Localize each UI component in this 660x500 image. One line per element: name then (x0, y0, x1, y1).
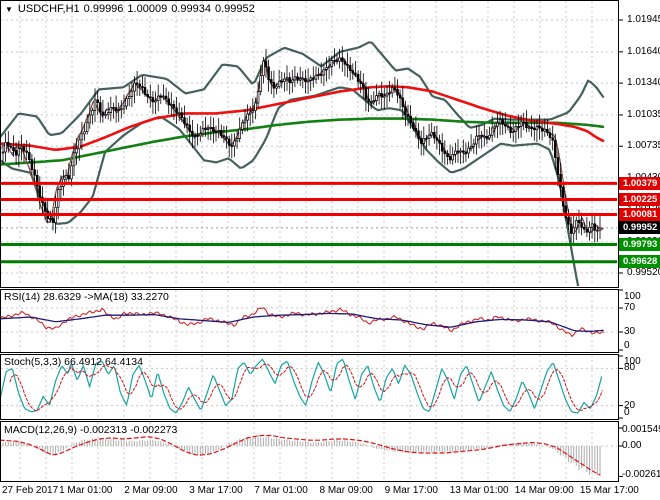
macd-indicator-label: MACD(12,26,9) -0.002313 -0.002273 (4, 424, 178, 436)
time-axis-label: 8 Mar 09:00 (319, 485, 373, 496)
ohlc-low: 0.99934 (171, 3, 211, 15)
rsi-scale-label: 30 (624, 326, 636, 337)
time-axis-label: 13 Mar 01:00 (449, 485, 509, 496)
current-price-badge: 0.99952 (619, 221, 660, 235)
stoch-scale-label: 80 (624, 362, 636, 374)
resistance-price-badge: 1.00081 (619, 207, 660, 221)
macd-scale-label: 0.00 (622, 440, 642, 451)
support-price-badge: 0.99793 (619, 238, 660, 251)
time-axis-label: 14 Mar 09:00 (514, 485, 574, 496)
ohlc-high: 1.00009 (127, 3, 168, 15)
rsi-scale-label: 100 (624, 291, 641, 302)
rsi-scale-label: 70 (624, 302, 636, 313)
price-tick-label: 1.01640 (627, 45, 660, 57)
price-tick-label: 1.01945 (627, 13, 660, 25)
price-tick-label: 1.01035 (627, 108, 660, 120)
time-axis-label: 1 Mar 01:00 (59, 485, 113, 496)
stoch-scale-label: 0 (624, 407, 630, 418)
stoch-scale-label: 20 (624, 399, 636, 411)
time-axis-label: 3 Mar 17:00 (189, 485, 243, 496)
price-tick-label: 1.00735 (627, 140, 660, 152)
ohlc-open: 0.99996 (83, 3, 124, 15)
rsi-indicator-label: RSI(14) 28.6329 ->MA(18) 33.2270 (4, 291, 169, 303)
rsi-scale-label: 0 (624, 340, 630, 351)
symbol-dropdown-icon[interactable]: ▼ (5, 5, 13, 14)
time-axis-label: 9 Mar 17:00 (384, 485, 438, 496)
price-tick-label: 0.99520 (627, 266, 660, 278)
resistance-price-badge: 1.00379 (619, 176, 660, 190)
price-tick-label: 1.01340 (627, 77, 660, 89)
support-price-badge: 0.99628 (619, 255, 660, 269)
ohlc-close: 0.99952 (214, 3, 255, 15)
stoch-scale-label: 100 (624, 356, 641, 367)
time-axis-label: 7 Mar 01:00 (254, 485, 308, 496)
macd-scale-label: -0.002618 (622, 469, 660, 480)
time-axis-label: 2 Mar 09:00 (124, 485, 178, 496)
resistance-price-badge: 1.00225 (619, 192, 660, 206)
time-axis-label: 15 Mar 17:00 (579, 485, 639, 496)
stoch-indicator-label: Stoch(5,3,3) 66.4912 64.4134 (4, 356, 143, 368)
macd-scale-label: 0.001549 (622, 424, 660, 435)
symbol-label: USDCHF,H1 (17, 3, 80, 15)
chart-title-bar: ▼ USDCHF,H1 0.99996 1.00009 0.99934 0.99952 (5, 3, 259, 15)
time-axis-label: 27 Feb 2017 (2, 485, 59, 496)
